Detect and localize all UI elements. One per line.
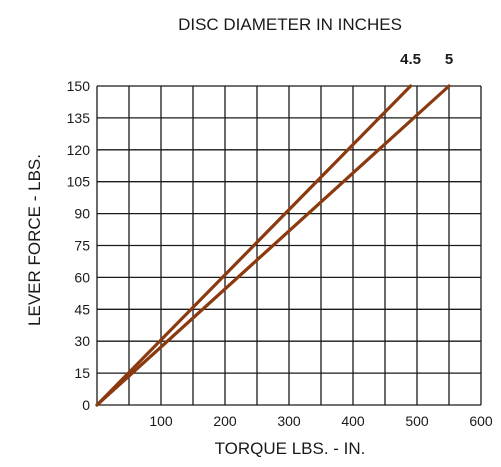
x-tick-label: 400 — [341, 413, 365, 429]
series-labels: 4.5 5 — [400, 51, 453, 68]
y-tick-label: 15 — [74, 365, 90, 381]
y-tick-label: 60 — [74, 269, 90, 285]
y-tick-label: 30 — [74, 333, 90, 349]
y-tick-label: 45 — [74, 301, 90, 317]
chart-title: DISC DIAMETER IN INCHES — [178, 15, 402, 34]
series-label: 5 — [445, 51, 453, 68]
y-tick-label: 75 — [74, 238, 90, 254]
x-tick-label: 500 — [405, 413, 429, 429]
y-tick-label: 135 — [67, 110, 91, 126]
x-tick-label: 300 — [277, 413, 301, 429]
x-tick-label: 100 — [149, 413, 173, 429]
grid — [96, 85, 482, 406]
series-label: 4.5 — [400, 51, 421, 68]
x-tick-label: 200 — [213, 413, 237, 429]
tick-labels: 0 15 30 45 60 75 90 105 120 135 150 100 200 300 400 500… — [67, 78, 493, 429]
series-line — [95, 84, 451, 407]
series-lines — [95, 84, 451, 407]
y-tick-label: 0 — [82, 397, 90, 413]
x-tick-label: 600 — [469, 413, 493, 429]
y-axis-label: LEVER FORCE - LBS. — [25, 154, 44, 326]
y-tick-label: 90 — [74, 206, 90, 222]
y-tick-label: 150 — [67, 78, 91, 94]
y-tick-label: 120 — [67, 142, 91, 158]
series-line — [95, 84, 413, 407]
x-axis-label: TORQUE LBS. - IN. — [215, 439, 366, 458]
y-tick-label: 105 — [67, 174, 91, 190]
